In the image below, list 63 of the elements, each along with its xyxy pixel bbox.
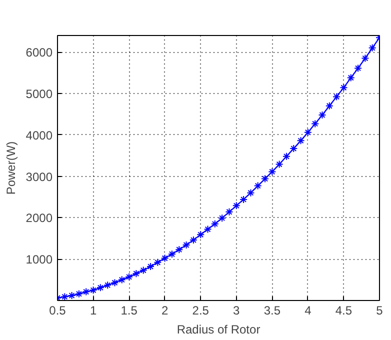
point <box>325 102 334 110</box>
point <box>318 111 326 119</box>
point <box>82 288 90 296</box>
point <box>132 270 140 278</box>
point <box>346 74 355 82</box>
point <box>89 286 98 294</box>
point <box>168 250 176 258</box>
point <box>182 241 190 250</box>
point <box>232 202 240 210</box>
point <box>139 266 148 274</box>
x-tick-label: 3.5 <box>264 304 281 318</box>
point <box>189 236 198 244</box>
x-axis-title: Radius of Rotor <box>176 322 260 336</box>
x-tick-label: 2 <box>161 304 168 318</box>
x-tick-label: 1 <box>90 304 97 318</box>
point <box>275 160 284 168</box>
point <box>160 254 169 262</box>
y-tick-label: 5000 <box>26 86 53 101</box>
point <box>261 174 270 183</box>
x-tick-label: 3 <box>233 304 240 318</box>
point <box>74 290 83 298</box>
point <box>210 220 219 228</box>
point <box>246 188 255 197</box>
point <box>60 292 69 300</box>
point <box>118 276 126 284</box>
x-tick-label: 4.5 <box>335 304 352 318</box>
point <box>110 278 119 287</box>
point <box>340 84 348 92</box>
point <box>268 168 276 176</box>
point <box>296 136 305 145</box>
y-tick-label: 4000 <box>26 128 53 142</box>
point <box>196 230 205 239</box>
point <box>254 182 262 190</box>
point <box>154 258 162 266</box>
x-tick-label: 5 <box>376 304 384 318</box>
x-tick-label: 0.5 <box>49 304 66 318</box>
point <box>290 144 298 153</box>
point <box>218 214 226 222</box>
point <box>125 272 134 281</box>
y-tick-label: 6000 <box>26 46 53 60</box>
point <box>225 208 234 216</box>
y-tick-label: 3000 <box>26 170 53 184</box>
point <box>96 284 104 292</box>
x-tick-label: 2.5 <box>192 304 210 318</box>
point <box>68 292 76 300</box>
point <box>361 54 370 62</box>
y-axis-title: Power(W) <box>4 141 18 195</box>
point <box>104 281 112 290</box>
line-series <box>58 36 380 300</box>
point <box>204 225 212 234</box>
point <box>311 120 320 128</box>
point <box>304 128 312 136</box>
x-tick-label: 4 <box>304 304 312 318</box>
y-tick-label: 2000 <box>26 211 53 226</box>
point <box>146 262 155 271</box>
point <box>368 44 376 52</box>
x-tick-label: 1.5 <box>120 304 138 318</box>
point <box>282 152 290 160</box>
point <box>175 246 184 254</box>
point <box>354 64 362 72</box>
y-tick-label: 1000 <box>26 252 53 267</box>
point <box>332 92 341 101</box>
point <box>240 195 248 204</box>
